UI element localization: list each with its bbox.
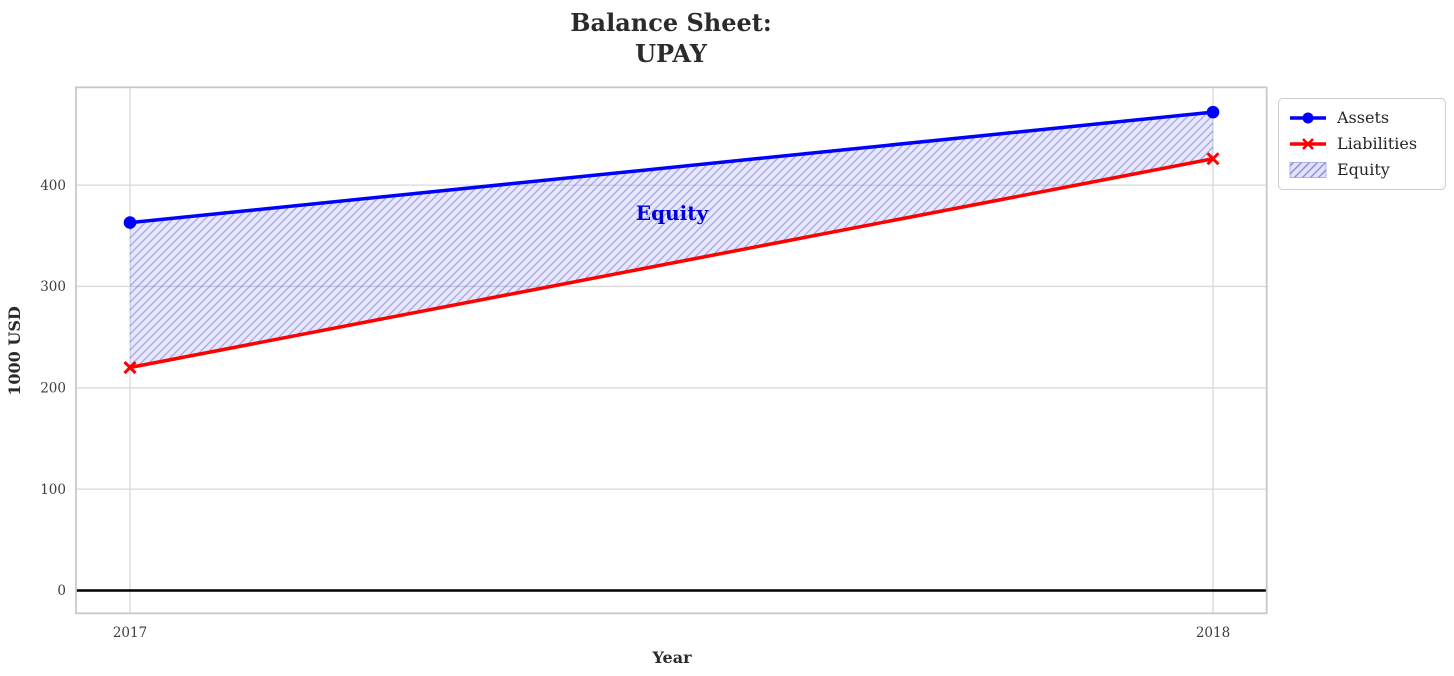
tick-labels: 0 100 200 300 400 2017 2018 xyxy=(40,178,1230,641)
y-tick-label: 300 xyxy=(40,279,66,295)
legend-item-equity: Equity xyxy=(1288,157,1436,183)
legend-label-equity: Equity xyxy=(1337,160,1390,179)
assets-line xyxy=(129,110,1214,225)
assets-marker xyxy=(123,216,137,229)
legend-item-assets: Assets xyxy=(1288,105,1436,131)
y-tick-label: 400 xyxy=(40,178,66,194)
liabilities-marker xyxy=(1206,152,1220,166)
y-tick-label: 0 xyxy=(57,583,66,599)
x-tick-label: 2018 xyxy=(1196,625,1230,641)
y-axis-label: 1000 USD xyxy=(5,306,24,396)
chart-title-line1: Balance Sheet: xyxy=(570,8,771,37)
chart-title-line2: UPAY xyxy=(635,39,708,68)
equity-patch-icon xyxy=(1289,162,1327,178)
plot-border xyxy=(75,86,1268,615)
equity-area-hatch xyxy=(130,112,1213,368)
x-tick-label: 2017 xyxy=(113,625,147,641)
assets-marker xyxy=(1206,105,1220,119)
chart-legend: Assets Liabilities Equity xyxy=(1278,98,1446,190)
assets-line-icon xyxy=(1290,112,1326,124)
equity-annotation: Equity xyxy=(636,201,710,225)
legend-label-assets: Assets xyxy=(1337,108,1390,127)
data-point-markers xyxy=(123,105,1220,375)
legend-label-liabilities: Liabilities xyxy=(1337,134,1418,153)
liabilities-line-icon xyxy=(1290,138,1326,150)
liabilities-line xyxy=(129,157,1214,370)
y-tick-label: 100 xyxy=(40,482,66,498)
liabilities-marker xyxy=(123,360,137,375)
legend-item-liabilities: Liabilities xyxy=(1288,131,1436,157)
y-tick-label: 200 xyxy=(40,380,66,396)
x-axis-label: Year xyxy=(651,648,692,667)
